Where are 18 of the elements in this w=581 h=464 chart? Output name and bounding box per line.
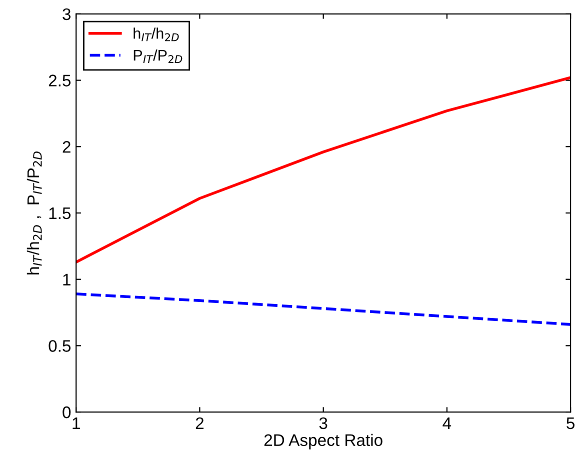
y-tick-label: 0 [62,406,71,418]
y-tick-label: 0.5 [48,340,71,352]
x-tick-label: 4 [442,418,452,429]
line-series [76,292,571,326]
y-tick-label: 1.5 [49,208,71,220]
legend-label: P$_{IT}$/P$_{2D}$ [134,49,182,64]
x-tick-label: 5 [566,418,574,430]
line-series [76,76,571,264]
y-tick-label: 1 [63,274,70,286]
legend-label: h$_{IT}$/h$_{2D}$ [134,28,179,42]
y-tick-label: 3 [62,8,71,20]
y-axis-title: h$_{IT}$/h$_{2D}$ , P$_{IT}$/P$_{2D}$ [26,152,42,274]
x-tick-label: 2 [196,417,204,429]
x-axis-title: 2D Aspect Ratio [264,434,382,450]
x-tick-label: 3 [319,417,328,430]
y-tick-label: 2.5 [48,74,71,86]
x-tick-label: 1 [72,418,80,429]
y-tick-label: 2 [62,141,70,153]
